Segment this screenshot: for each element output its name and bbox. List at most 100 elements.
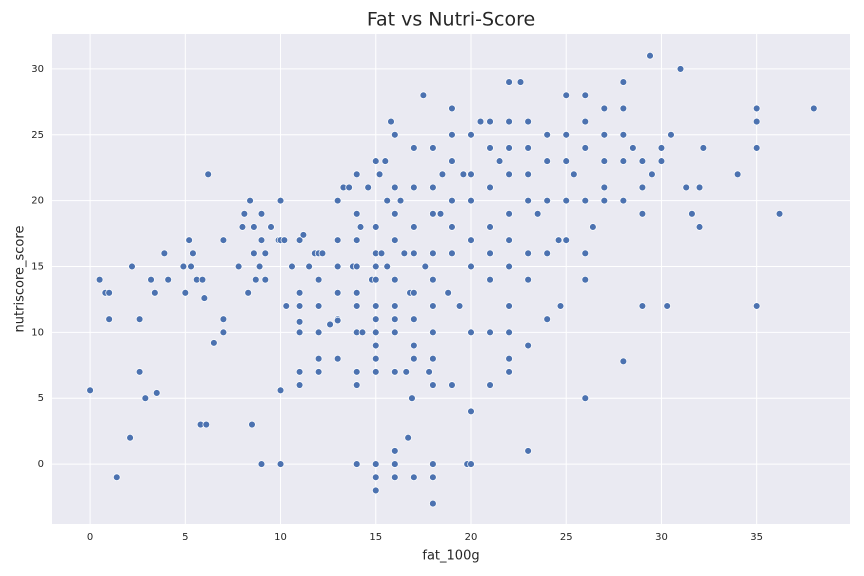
point [352, 262, 361, 271]
point [372, 473, 380, 481]
point [295, 328, 304, 337]
point [581, 249, 590, 258]
point [429, 328, 437, 337]
point [505, 328, 513, 337]
point [505, 262, 513, 271]
point [152, 389, 161, 397]
point [276, 386, 285, 395]
point [372, 302, 380, 310]
point [410, 144, 418, 152]
point [505, 144, 513, 152]
point [219, 315, 228, 323]
point [581, 394, 590, 402]
point [314, 302, 323, 310]
point [352, 460, 361, 468]
point [619, 157, 628, 165]
point [600, 183, 609, 192]
point [372, 157, 380, 165]
point [467, 236, 475, 244]
y-tick-label: 10 [31, 327, 44, 338]
point [377, 249, 386, 258]
point [646, 51, 654, 60]
point [444, 289, 452, 297]
point [410, 354, 418, 363]
point [486, 328, 494, 337]
point [752, 144, 761, 152]
point [459, 170, 468, 179]
point [295, 289, 304, 297]
point [638, 302, 647, 310]
point [421, 262, 430, 271]
point [202, 420, 211, 429]
point [391, 328, 399, 337]
point [524, 144, 532, 152]
point [314, 354, 323, 363]
point [429, 499, 437, 508]
point [619, 357, 628, 366]
point [410, 289, 418, 297]
point [250, 223, 258, 231]
point [455, 302, 464, 310]
point [429, 275, 437, 284]
point [160, 249, 169, 258]
point [581, 275, 590, 284]
point [372, 328, 380, 337]
point [200, 294, 209, 302]
x-tick-label: 35 [750, 532, 763, 543]
point [318, 249, 327, 258]
point [219, 236, 228, 244]
point [524, 275, 532, 284]
point [410, 315, 418, 323]
point [135, 315, 144, 323]
point [438, 170, 447, 179]
chart-title: Fat vs Nutri-Score [367, 9, 535, 31]
point [486, 249, 494, 258]
point [234, 262, 243, 271]
y-tick-label: 15 [31, 261, 44, 272]
point [95, 275, 104, 284]
point [448, 131, 456, 139]
point [391, 460, 399, 468]
point [486, 275, 494, 284]
point [255, 262, 264, 271]
point [333, 289, 342, 297]
point [752, 117, 761, 126]
point [524, 341, 532, 350]
point [383, 262, 391, 271]
point [505, 302, 513, 310]
point [257, 460, 266, 468]
point [372, 368, 380, 376]
point [391, 447, 399, 455]
point [581, 144, 590, 152]
point [486, 183, 494, 192]
point [581, 117, 590, 126]
point [252, 275, 260, 284]
point [185, 236, 193, 244]
point [352, 368, 361, 376]
point [391, 368, 399, 376]
point [638, 210, 647, 218]
point [429, 460, 437, 468]
point [533, 210, 542, 218]
point [543, 249, 551, 258]
point [372, 486, 380, 495]
point [648, 170, 656, 179]
point [467, 460, 475, 468]
point [391, 210, 399, 218]
point [556, 302, 565, 310]
point [352, 210, 361, 218]
point [516, 78, 525, 86]
points [86, 51, 818, 508]
point [554, 236, 563, 244]
point [467, 328, 475, 337]
point [352, 381, 361, 389]
point [352, 170, 361, 179]
point [238, 223, 247, 231]
point [467, 196, 475, 205]
point [581, 91, 590, 99]
point [695, 223, 704, 231]
x-axis-label: fat_100g [422, 549, 479, 564]
point [326, 320, 334, 329]
point [276, 460, 285, 468]
